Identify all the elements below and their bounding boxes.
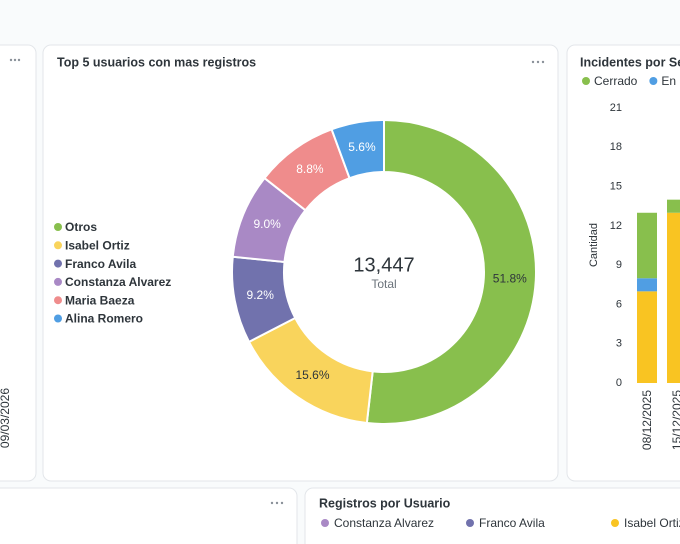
legend-swatch: [54, 296, 62, 305]
menu[interactable]: [531, 60, 545, 64]
legend-label: En Progreso: [661, 74, 680, 88]
bar-segment: [637, 278, 657, 292]
chart-title: Top 5 usuarios con mas registros: [57, 55, 256, 69]
legend-swatch: [54, 277, 62, 286]
legend-label: Cerrado: [594, 74, 638, 88]
bar-segment: [637, 212, 657, 279]
legend-swatch: [54, 314, 62, 323]
legend-swatch: [466, 519, 474, 527]
data-label: 9.0%: [253, 217, 281, 231]
y-tick-label: 9: [616, 259, 622, 271]
legend-label: Maria Baeza: [65, 293, 135, 307]
y-tick-label: 3: [616, 338, 622, 350]
y-tick-label: 18: [610, 141, 622, 153]
data-label: 15.6%: [296, 368, 330, 382]
legend-swatch: [54, 259, 62, 268]
y-tick-label: 15: [610, 180, 622, 192]
legend-label: Isabel Ortiz: [65, 238, 130, 252]
y-axis-label: Cantidad: [588, 223, 600, 267]
bar-panel: [566, 44, 680, 482]
legend-label: Alina Romero: [65, 312, 143, 326]
legend-swatch: [321, 519, 329, 527]
legend-swatch: [649, 77, 658, 85]
bar-segment: [637, 291, 657, 383]
menu[interactable]: [270, 501, 284, 505]
bar-segment: [667, 199, 680, 213]
donut-slice: [330, 118, 385, 180]
center-value: 13,447: [353, 254, 414, 276]
legend-label: Isabel Ortiz: [624, 516, 680, 530]
bottom-left-panel: [0, 487, 298, 544]
menu[interactable]: [9, 58, 21, 62]
data-label: 51.8%: [493, 271, 527, 285]
legend-swatch: [611, 519, 619, 527]
x-tick-label: 09/03/2026: [0, 388, 12, 448]
data-label: 5.6%: [348, 140, 376, 154]
y-tick-label: 0: [616, 377, 622, 389]
chart-title: Incidentes por Semana: [580, 55, 680, 69]
data-label: 9.2%: [247, 288, 275, 302]
legend-label: Otros: [65, 220, 97, 234]
legend-label: Constanza Alvarez: [334, 516, 434, 530]
legend-label: Franco Avila: [65, 257, 136, 271]
y-tick-label: 6: [616, 298, 622, 310]
data-label: 8.8%: [296, 162, 324, 176]
bar-segment: [667, 212, 680, 383]
legend-swatch: [54, 241, 62, 250]
legend-label: Constanza Alvarez: [65, 275, 171, 289]
chart-title: Registros por Usuario: [319, 496, 451, 510]
y-tick-label: 21: [610, 102, 622, 114]
legend-swatch: [582, 77, 590, 85]
center-label: Total: [371, 277, 396, 291]
y-tick-label: 12: [610, 220, 622, 232]
legend-label: Franco Avila: [479, 516, 545, 530]
legend-swatch: [54, 223, 62, 231]
x-tick-label: 15/12/2025: [670, 390, 680, 450]
left-panel: [0, 44, 37, 482]
bottom-right-panel: [304, 487, 680, 544]
x-tick-label: 08/12/2025: [640, 390, 654, 450]
donut-slice: [365, 118, 537, 425]
